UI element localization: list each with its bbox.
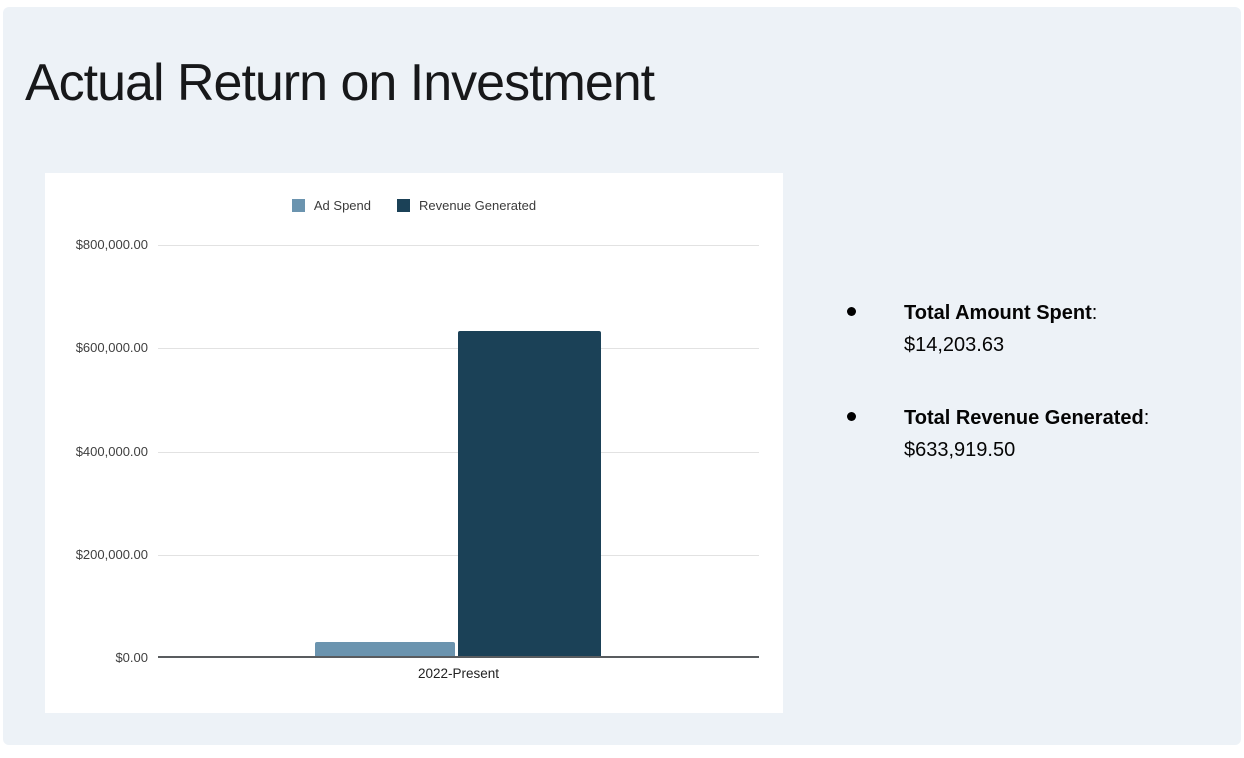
bullet-separator: : <box>1091 302 1098 324</box>
list-item: Total Revenue Generated: $633,919.50 <box>845 402 1243 466</box>
bullet-label: Total Revenue Generated <box>904 407 1144 429</box>
legend-label: Ad Spend <box>313 198 371 213</box>
x-axis-category-label: 2022-Present <box>417 666 500 681</box>
bullet-value: $14,203.63 <box>904 334 1005 356</box>
y-axis-tick-label: $400,000.00 <box>75 444 148 459</box>
revenue-generated-swatch-icon <box>397 199 410 212</box>
bullet-text: Total Amount Spent: $14,203.63 <box>904 297 1243 361</box>
y-axis-tick-label: $200,000.00 <box>75 547 148 562</box>
bar-revenue-generated <box>458 331 601 658</box>
legend-item-ad-spend: Ad Spend <box>291 198 371 213</box>
ad-spend-swatch-icon <box>291 199 305 212</box>
bar-ad-spend <box>315 642 455 658</box>
summary-bullet-list: Total Amount Spent: $14,203.63 Total Rev… <box>845 297 1243 507</box>
bullet-separator: : <box>1143 407 1150 429</box>
gridline-800k <box>158 245 759 246</box>
bullet-icon <box>847 412 856 421</box>
page-title: Actual Return on Investment <box>25 53 655 112</box>
y-axis-tick-label: $800,000.00 <box>75 237 148 252</box>
list-item: Total Amount Spent: $14,203.63 <box>845 297 1243 361</box>
plot-area <box>158 245 759 658</box>
roi-bar-chart: Ad Spend Revenue Generated $0.00 $200,00… <box>45 173 783 713</box>
x-axis-line <box>158 656 759 658</box>
y-axis-tick-label: $0.00 <box>115 650 148 665</box>
y-axis-tick-label: $600,000.00 <box>75 340 148 355</box>
chart-legend: Ad Spend Revenue Generated <box>45 198 783 213</box>
legend-item-revenue-generated: Revenue Generated <box>397 198 536 213</box>
bullet-text: Total Revenue Generated: $633,919.50 <box>904 402 1243 466</box>
bullet-label: Total Amount Spent <box>904 302 1092 324</box>
legend-label: Revenue Generated <box>419 198 537 213</box>
bullet-value: $633,919.50 <box>904 439 1016 461</box>
bullet-icon <box>847 307 856 316</box>
